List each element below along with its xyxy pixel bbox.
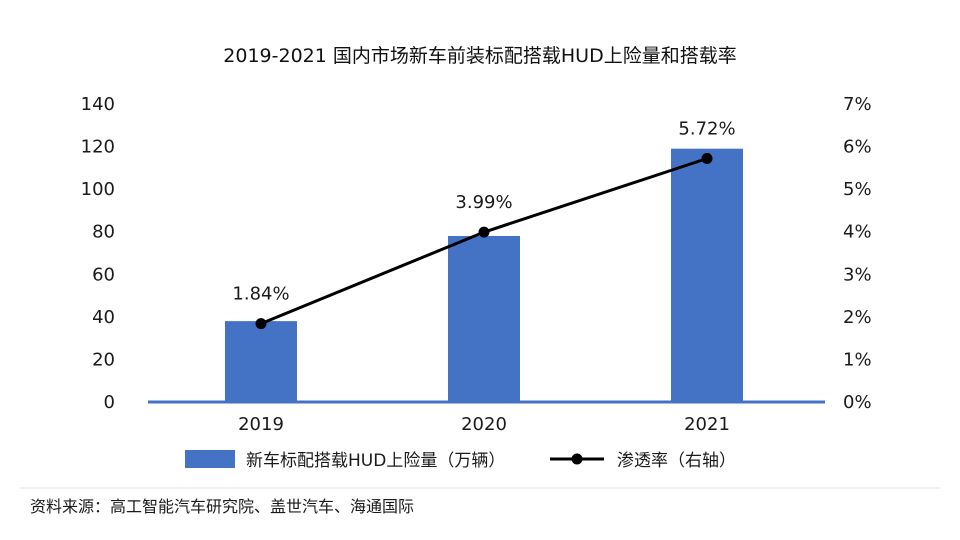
y-right-tick-label: 7% [843, 94, 872, 115]
y-left-tick-label: 0 [104, 392, 115, 413]
y-left-tick-label: 100 [81, 179, 115, 200]
y-left-tick-label: 20 [92, 349, 115, 370]
y-right-tick-label: 5% [843, 179, 872, 200]
left-y-axis: 0 20 40 60 80 100 120 140 [81, 94, 115, 413]
data-label: 5.72% [678, 118, 735, 139]
y-right-tick-label: 6% [843, 137, 872, 158]
legend-bar-swatch [185, 450, 235, 468]
y-right-tick-label: 1% [843, 349, 872, 370]
x-tick-label: 2019 [238, 414, 284, 435]
legend: 新车标配搭载HUD上险量（万辆） 渗透率（右轴） [185, 450, 736, 471]
x-tick-label: 2020 [461, 414, 507, 435]
y-left-tick-label: 140 [81, 94, 115, 115]
chart-title: 2019-2021 国内市场新车前装标配搭载HUD上险量和搭载率 [223, 45, 736, 67]
bar [225, 321, 297, 402]
y-right-tick-label: 3% [843, 264, 872, 285]
legend-bar-label: 新车标配搭载HUD上险量（万辆） [246, 451, 505, 471]
penetration-point [255, 318, 267, 330]
penetration-point [701, 152, 713, 164]
y-left-tick-label: 40 [92, 307, 115, 328]
y-left-tick-label: 120 [81, 137, 115, 158]
bar [671, 148, 743, 402]
y-right-tick-label: 4% [843, 222, 872, 243]
line-series: 1.84% 3.99% 5.72% [232, 118, 736, 330]
bar [448, 235, 520, 402]
right-y-axis: 0% 1% 2% 3% 4% 5% 6% 7% [843, 94, 872, 413]
x-axis: 2019 2020 2021 [238, 414, 730, 435]
y-right-tick-label: 2% [843, 307, 872, 328]
source-note: 资料来源：高工智能汽车研究院、盖世汽车、海通国际 [30, 497, 414, 516]
x-tick-label: 2021 [684, 414, 730, 435]
y-left-tick-label: 60 [92, 264, 115, 285]
y-left-tick-label: 80 [92, 222, 115, 243]
legend-line-label: 渗透率（右轴） [617, 451, 736, 471]
y-right-tick-label: 0% [843, 392, 872, 413]
bar-series [225, 148, 743, 402]
data-label: 3.99% [455, 192, 512, 213]
penetration-point [478, 226, 490, 238]
legend-line-marker [571, 453, 583, 465]
data-label: 1.84% [232, 284, 289, 305]
